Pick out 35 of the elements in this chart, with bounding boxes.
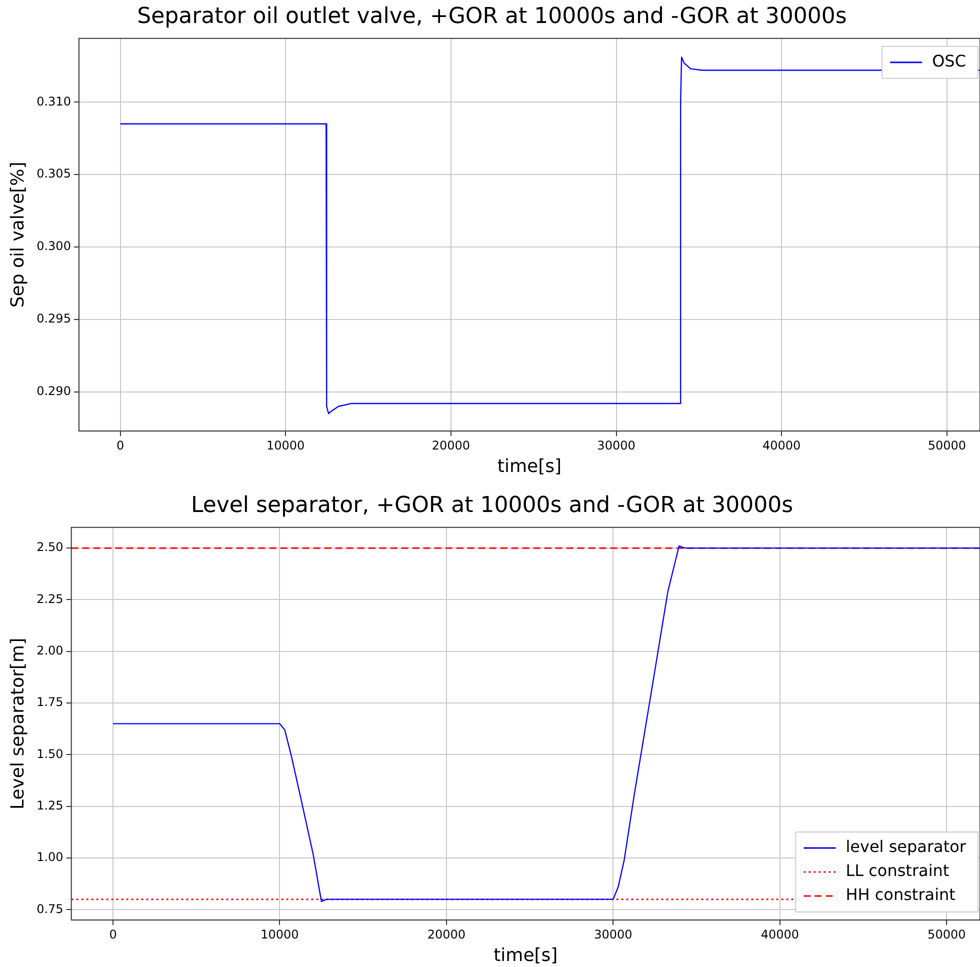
y-tick-label: 2.50 (36, 540, 64, 554)
x-tick-label: 10000 (266, 438, 305, 452)
y-tick-label: 1.25 (36, 798, 64, 812)
y-tick-label: 0.290 (36, 384, 71, 398)
x-tick-label: 0 (109, 927, 117, 942)
x-axis-title: time[s] (494, 944, 558, 966)
y-tick-label: 1.50 (36, 746, 64, 761)
y-axis-title: Sep oil valve[%] (7, 162, 28, 308)
x-tick-label: 20000 (427, 927, 466, 942)
chart-title: Separator oil outlet valve, +GOR at 10000s and -GOR at 30000s (137, 4, 847, 29)
y-tick-label: 0.310 (36, 94, 71, 108)
y-tick-label: 0.305 (36, 166, 71, 181)
x-tick-label: 40000 (760, 927, 800, 942)
legend-label: level separator (846, 837, 966, 856)
x-tick-label: 50000 (928, 438, 966, 452)
y-tick-label: 2.25 (36, 592, 64, 606)
x-tick-label: 0 (116, 438, 124, 452)
x-tick-label: 20000 (432, 438, 470, 452)
x-tick-label: 30000 (597, 438, 636, 452)
y-tick-label: 0.300 (36, 239, 71, 254)
x-tick-label: 40000 (762, 438, 801, 452)
y-tick-label: 1.75 (36, 695, 64, 710)
legend-label: OSC (932, 52, 966, 71)
legend-label: LL constraint (846, 861, 950, 880)
legend-label: HH constraint (846, 885, 956, 904)
y-axis-title: Level separator[m] (7, 638, 28, 810)
x-tick-label: 50000 (928, 927, 966, 942)
y-tick-label: 2.00 (36, 644, 64, 658)
y-tick-label: 0.75 (36, 902, 64, 916)
x-tick-label: 10000 (260, 927, 299, 942)
chart-title: Level separator, +GOR at 10000s and -GOR at 30000s (190, 492, 794, 518)
y-tick-label: 0.295 (36, 312, 71, 326)
y-tick-label: 1.00 (36, 850, 64, 864)
x-axis-title: time[s] (497, 456, 562, 477)
x-tick-label: 30000 (594, 927, 632, 942)
